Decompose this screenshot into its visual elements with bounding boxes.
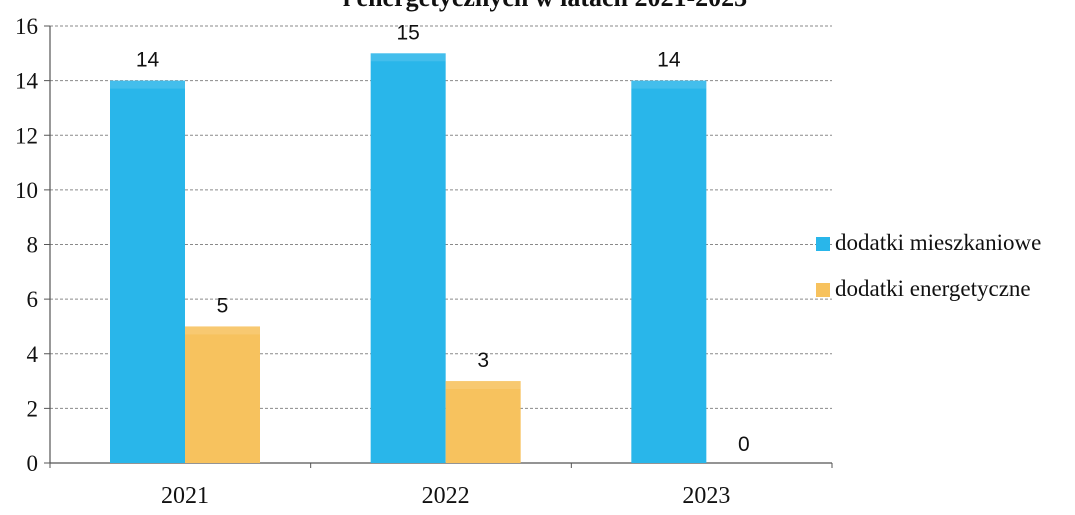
chart-title: i energetycznych w latach 2021-2023: [343, 0, 747, 12]
y-tick-label: 10: [15, 178, 38, 203]
y-tick-label: 0: [27, 451, 39, 476]
legend-label: dodatki energetyczne: [835, 276, 1031, 301]
data-label-dodatki-mieszkaniowe-2021: 14: [136, 49, 160, 72]
data-label-dodatki-mieszkaniowe-2022: 15: [396, 21, 419, 44]
data-label-dodatki-energetyczne-2022: 3: [477, 349, 489, 372]
y-tick-labels: 0 2 4 6 8 10 12 14 16: [15, 14, 39, 476]
data-label-dodatki-energetyczne-2021: 5: [217, 294, 229, 317]
data-labels: 14 5 15 3 14 0: [136, 21, 750, 456]
y-tick-label: 4: [27, 342, 39, 367]
bar-dodatki-energetyczne-2021: [185, 326, 260, 463]
y-tick-label: 14: [15, 69, 39, 94]
bar-dodatki-mieszkaniowe-2022: [370, 53, 446, 463]
legend-swatch: [816, 283, 830, 297]
y-tick-label: 2: [27, 396, 39, 421]
bar-highlight: [185, 326, 260, 335]
x-tick-label: 2023: [682, 483, 730, 509]
y-tick-label: 16: [15, 14, 38, 39]
x-tick-labels: 2021 2022 2023: [161, 483, 730, 509]
y-tick-label: 6: [27, 287, 39, 312]
x-tick-label: 2022: [422, 483, 470, 509]
data-label-dodatki-mieszkaniowe-2023: 14: [657, 49, 681, 72]
y-tick-label: 12: [15, 123, 38, 148]
bar-dodatki-mieszkaniowe-2023: [631, 80, 707, 463]
bars: [110, 53, 707, 463]
x-tick-label: 2021: [161, 483, 209, 509]
bar-highlight: [370, 53, 446, 62]
legend-label: dodatki mieszkaniowe: [835, 230, 1041, 255]
data-label-dodatki-energetyczne-2023: 0: [738, 433, 750, 456]
legend-swatch: [816, 237, 830, 251]
bar-highlight: [631, 80, 707, 89]
y-tick-label: 8: [27, 233, 39, 258]
bar-dodatki-energetyczne-2022: [445, 381, 521, 463]
bar-highlight: [445, 381, 521, 390]
bar-dodatki-mieszkaniowe-2021: [110, 80, 185, 463]
bar-highlight: [110, 80, 185, 89]
legend: dodatki mieszkaniowe dodatki energetyczne: [816, 230, 1041, 301]
